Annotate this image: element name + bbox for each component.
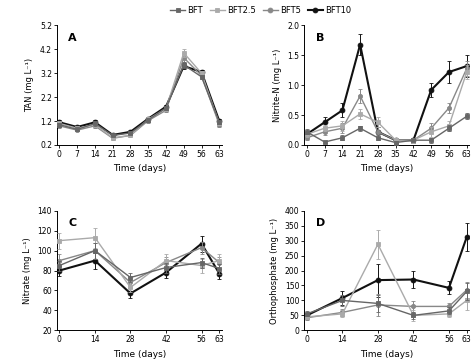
Text: A: A	[68, 33, 77, 42]
Text: C: C	[68, 218, 77, 228]
Text: D: D	[316, 218, 325, 228]
Y-axis label: Orthophosphate (mg L⁻¹): Orthophosphate (mg L⁻¹)	[270, 217, 279, 323]
X-axis label: Time (days): Time (days)	[113, 350, 166, 359]
Y-axis label: Nitrite-N (mg L⁻¹): Nitrite-N (mg L⁻¹)	[273, 49, 282, 122]
X-axis label: Time (days): Time (days)	[360, 350, 413, 359]
Y-axis label: Nitrate (mg L⁻¹): Nitrate (mg L⁻¹)	[23, 237, 32, 304]
X-axis label: Time (days): Time (days)	[113, 164, 166, 174]
Legend: BFT, BFT2.5, BFT5, BFT10: BFT, BFT2.5, BFT5, BFT10	[170, 6, 351, 15]
Y-axis label: TAN (mg L⁻¹): TAN (mg L⁻¹)	[26, 58, 35, 112]
Text: B: B	[316, 33, 324, 42]
X-axis label: Time (days): Time (days)	[360, 164, 413, 174]
